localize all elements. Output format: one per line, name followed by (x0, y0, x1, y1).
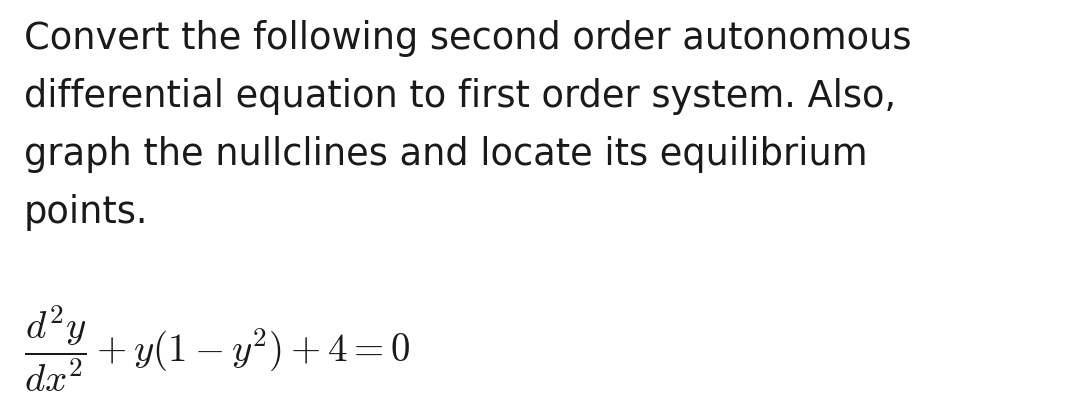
Text: points.: points. (24, 194, 149, 231)
Text: differential equation to first order system. Also,: differential equation to first order sys… (24, 78, 896, 115)
Text: $\dfrac{d^2y}{dx^2} + y(1 - y^2) + 4 = 0$: $\dfrac{d^2y}{dx^2} + y(1 - y^2) + 4 = 0… (24, 303, 410, 394)
Text: graph the nullclines and locate its equilibrium: graph the nullclines and locate its equi… (24, 136, 867, 173)
Text: Convert the following second order autonomous: Convert the following second order auton… (24, 20, 912, 57)
